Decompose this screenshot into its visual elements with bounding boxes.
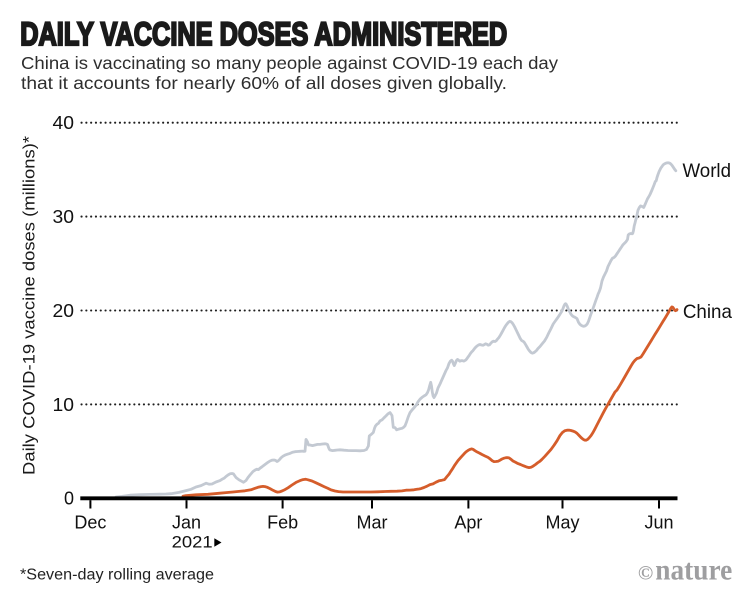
svg-text:©: © — [638, 562, 653, 584]
svg-text:Apr: Apr — [454, 513, 482, 533]
svg-text:that it accounts for nearly 60: that it accounts for nearly 60% of all d… — [21, 73, 507, 93]
svg-text:30: 30 — [53, 207, 75, 227]
svg-text:China is vaccinating so many p: China is vaccinating so many people agai… — [21, 53, 558, 73]
svg-text:10: 10 — [53, 395, 75, 415]
svg-text:*Seven-day rolling average: *Seven-day rolling average — [20, 567, 214, 584]
svg-text:Jun: Jun — [644, 513, 673, 533]
svg-text:Daily COVID-19 vaccine doses (: Daily COVID-19 vaccine doses (millions)* — [20, 136, 39, 475]
svg-text:World: World — [683, 160, 732, 182]
svg-text:May: May — [545, 513, 579, 533]
svg-text:China: China — [683, 301, 732, 323]
svg-text:2021: 2021 — [172, 533, 213, 552]
svg-text:20: 20 — [53, 301, 75, 321]
svg-text:Jan: Jan — [172, 513, 201, 533]
svg-text:DAILY VACCINE DOSES ADMINISTER: DAILY VACCINE DOSES ADMINISTERED — [20, 15, 507, 52]
svg-text:0: 0 — [64, 489, 74, 509]
svg-text:Dec: Dec — [74, 513, 106, 533]
svg-text:nature: nature — [655, 553, 732, 586]
svg-text:Feb: Feb — [267, 513, 298, 533]
svg-text:40: 40 — [53, 113, 75, 133]
svg-text:Mar: Mar — [357, 513, 388, 533]
